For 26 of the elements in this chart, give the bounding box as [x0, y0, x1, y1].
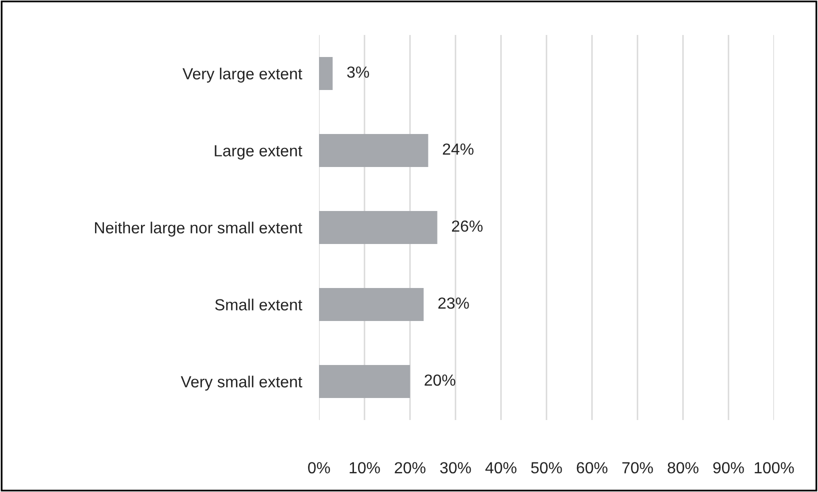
bar: [319, 364, 410, 398]
x-tick-label: 90%: [713, 462, 744, 474]
x-tick-label: 40%: [485, 462, 516, 474]
bar: [319, 210, 438, 244]
data-label: 3%: [347, 66, 370, 78]
x-tick-label: 20%: [394, 462, 426, 474]
x-tick-label: 30%: [440, 462, 471, 474]
bar: [319, 56, 333, 90]
bar: [319, 288, 424, 322]
x-tick-label: 50%: [531, 462, 562, 474]
x-tick-label: 60%: [576, 462, 608, 474]
y-tick-label: Neither large nor small extent: [95, 222, 302, 237]
x-tick-label: 10%: [350, 462, 380, 474]
data-label: 26%: [452, 220, 483, 232]
bar: [319, 134, 428, 168]
x-tick-label: 100%: [754, 462, 794, 474]
y-tick-label: Very large extent: [182, 68, 302, 83]
y-tick-label: Large extent: [214, 145, 302, 160]
x-tick-label: 80%: [668, 462, 698, 474]
data-label: 20%: [424, 374, 456, 386]
x-tick-label: 0%: [308, 462, 330, 474]
x-tick-label: 70%: [622, 462, 653, 474]
data-label: 23%: [438, 297, 469, 309]
y-tick-label: Small extent: [215, 298, 302, 310]
data-label: 24%: [442, 143, 474, 155]
y-tick-label: Very small extent: [180, 376, 302, 391]
